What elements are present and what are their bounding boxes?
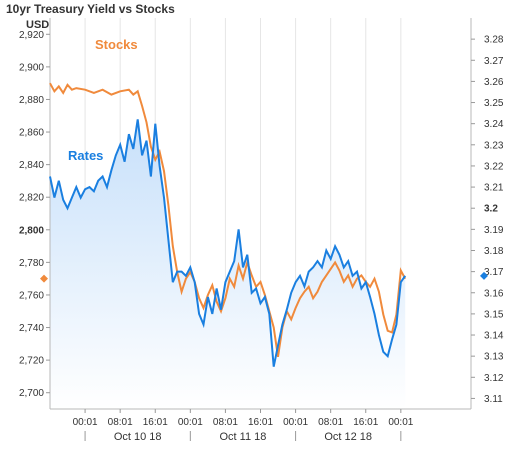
x-time-label: 08:01 (108, 417, 133, 428)
x-date-label: Oct 10 18 (114, 431, 162, 443)
right-tick-label: 3.14 (484, 331, 504, 342)
right-tick-label: 3.12 (484, 373, 504, 384)
stocks-series-line (49, 82, 407, 358)
left-tick-label: 2,760 (19, 290, 44, 301)
right-tick-label: 3.17 (484, 267, 504, 278)
x-date-label: Oct 11 18 (220, 431, 267, 443)
right-tick-label: 3.26 (484, 77, 504, 88)
right-tick-label: 3.25 (484, 98, 504, 109)
left-tick-label: 2,720 (19, 356, 44, 367)
right-tick-label: 3.13 (484, 352, 504, 363)
right-tick-label: 3.15 (484, 309, 504, 320)
rates-series-label: Rates (68, 148, 103, 163)
right-tick-label: 3.24 (484, 119, 504, 130)
chart-title: 10yr Treasury Yield vs Stocks (6, 2, 175, 16)
right-tick-label: 3.27 (484, 56, 504, 67)
right-tick-label: 3.23 (484, 140, 504, 151)
right-tick-label: 3.18 (484, 246, 504, 257)
x-time-label: 16:01 (143, 417, 168, 428)
x-time-label: 16:01 (353, 417, 378, 428)
left-tick-label: 2,800 (19, 225, 44, 236)
x-time-label: 08:01 (318, 417, 343, 428)
right-tick-label: 3.28 (484, 35, 504, 46)
left-tick-label: 2,820 (19, 193, 44, 204)
right-tick-label: 3.2 (484, 204, 498, 215)
x-time-label: 00:01 (178, 417, 203, 428)
left-axis-unit: USD (26, 19, 49, 31)
rates-area-fill (50, 119, 406, 410)
left-tick-label: 2,860 (19, 128, 44, 139)
left-tick-label: 2,900 (19, 62, 44, 73)
right-tick-label: 3.22 (484, 161, 504, 172)
x-time-label: 00:01 (283, 417, 308, 428)
x-time-label: 00:01 (73, 417, 98, 428)
left-tick-label: 2,840 (19, 160, 44, 171)
x-time-label: 00:01 (388, 417, 413, 428)
left-tick-label: 2,740 (19, 323, 44, 334)
stocks-series-label: Stocks (95, 37, 138, 52)
left-tick-label: 2,920 (19, 30, 44, 41)
x-date-label: Oct 12 18 (324, 431, 372, 443)
rates-series-line (49, 119, 407, 367)
x-time-label: 08:01 (213, 417, 238, 428)
right-tick-label: 3.19 (484, 225, 504, 236)
x-axis-ticks: 00:01 08:01 16:01 00:01 08:01 16:01 00:01 08:01… (73, 409, 414, 443)
right-tick-label: 3.16 (484, 288, 504, 299)
left-tick-label: 2,700 (19, 388, 44, 399)
right-tick-label: 3.21 (484, 183, 504, 194)
left-tick-label: 2,780 (19, 258, 44, 269)
left-axis-ticks: 2,700 2,720 2,740 2,760 2,780 2,800 2,820 2,840… (19, 30, 50, 399)
right-axis-ticks: 3.113.123.133.143.153.163.173.183.193.23… (471, 35, 504, 405)
stocks-last-value-marker (40, 274, 48, 283)
x-time-label: 16:01 (248, 417, 273, 428)
right-tick-label: 3.11 (484, 394, 503, 405)
rates-last-value-marker (480, 271, 488, 280)
left-tick-label: 2,880 (19, 95, 44, 106)
